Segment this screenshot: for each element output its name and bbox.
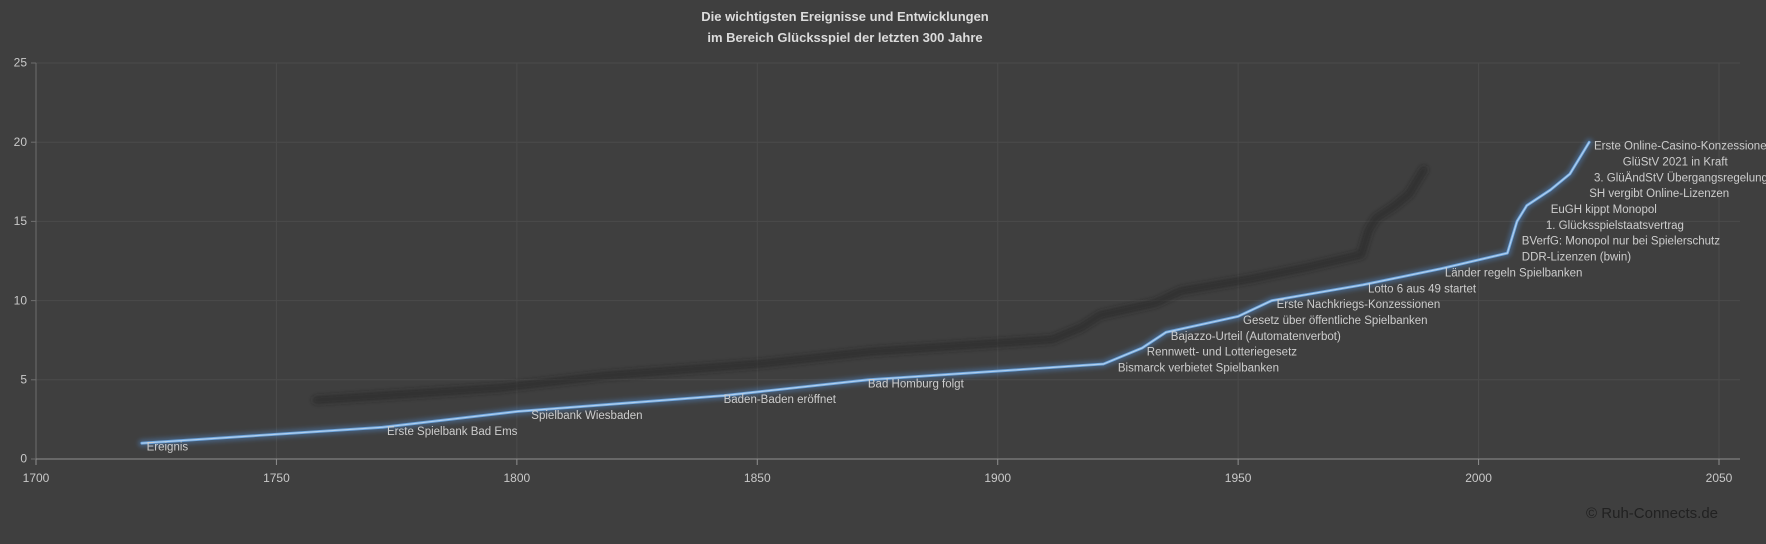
- axes: [31, 62, 1740, 465]
- event-label: 3. GlüÄndStV Übergangsregelung: [1594, 172, 1766, 184]
- x-axis-label: 1900: [984, 471, 1011, 485]
- event-label: Baden-Baden eröffnet: [724, 394, 837, 406]
- gridlines: [35, 62, 1740, 459]
- y-axis-label: 0: [20, 452, 27, 466]
- event-label: Lotto 6 aus 49 startet: [1368, 283, 1477, 295]
- y-axis-label: 20: [14, 135, 28, 149]
- event-label: Gesetz über öffentliche Spielbanken: [1243, 315, 1428, 327]
- event-label: Rennwett- und Lotteriegesetz: [1147, 347, 1297, 359]
- event-label: Bismarck verbietet Spielbanken: [1118, 363, 1279, 375]
- event-label: BVerfG: Monopol nur bei Spielerschutz: [1522, 236, 1720, 248]
- y-axis-label: 15: [14, 214, 28, 228]
- event-label: Ereignis: [147, 442, 189, 454]
- event-labels: Ereignis Erste Spielbank Bad Ems Spielbank…: [147, 141, 1766, 454]
- axis-labels: 1700 1750 1800 1850 1900 1950 2000 2050 0 5 10 15 20…: [14, 56, 1733, 486]
- x-axis-label: 1850: [744, 471, 771, 485]
- event-label: Erste Nachkriegs-Konzessionen: [1277, 299, 1441, 311]
- event-label: Bajazzo-Urteil (Automatenverbot): [1171, 331, 1341, 343]
- chart-title-line1: Die wichtigsten Ereignisse und Entwicklu…: [701, 9, 989, 24]
- x-axis-label: 1950: [1225, 471, 1252, 485]
- event-label: 1. Glücksspielstaatsvertrag: [1546, 220, 1684, 232]
- event-label: Bad Homburg folgt: [868, 378, 965, 390]
- event-label: SH vergibt Online-Lizenzen: [1589, 188, 1729, 200]
- chart-title: Die wichtigsten Ereignisse und Entwicklu…: [0, 6, 1690, 48]
- event-label: Spielbank Wiesbaden: [531, 410, 642, 422]
- line-core: [141, 141, 1590, 444]
- x-axis-label: 2050: [1706, 471, 1733, 485]
- event-line: [138, 138, 1593, 447]
- chart-title-line2: im Bereich Glücksspiel der letzten 300 J…: [707, 30, 983, 45]
- shadow-polyline: [312, 165, 1428, 405]
- event-label: GlüStV 2021 in Kraft: [1623, 157, 1729, 169]
- copyright-text: © Ruh-Connects.de: [1586, 505, 1718, 522]
- x-axis-label: 1750: [263, 471, 290, 485]
- x-axis-label: 1800: [504, 471, 531, 485]
- event-label: Erste Spielbank Bad Ems: [387, 426, 518, 438]
- event-label: EuGH kippt Monopol: [1551, 204, 1657, 216]
- event-label: Länder regeln Spielbanken: [1445, 267, 1582, 279]
- x-axis-label: 2000: [1465, 471, 1492, 485]
- y-axis-label: 25: [14, 56, 28, 70]
- event-label: Erste Online-Casino-Konzessionen: [1594, 141, 1766, 153]
- y-axis-label: 10: [14, 293, 28, 307]
- x-axis-label: 1700: [23, 471, 50, 485]
- event-line-shadow: [312, 165, 1428, 405]
- y-axis-label: 5: [20, 372, 27, 386]
- event-label: DDR-Lizenzen (bwin): [1522, 252, 1631, 264]
